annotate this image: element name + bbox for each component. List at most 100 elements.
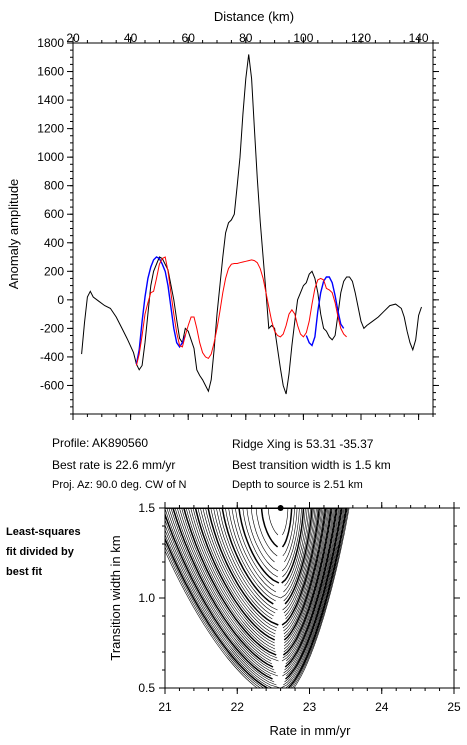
contour-note: Least-squares fit divided by best fit (6, 522, 81, 582)
series-line-observed (81, 54, 422, 395)
contour-line (165, 508, 349, 688)
contour-line (210, 508, 319, 620)
top-y-tick-label: 1400 (37, 93, 64, 107)
bottom-x-tick-label: 24 (375, 700, 389, 714)
contour-line (197, 508, 325, 638)
bottom-plot-frame (164, 507, 455, 689)
bottom-y-tick-label: 1.5 (138, 501, 155, 515)
top-x-tick-label: 140 (409, 31, 429, 45)
contour-line (170, 508, 339, 671)
series-line-blue-fit (305, 276, 345, 347)
top-x-tick-label: 100 (293, 31, 313, 45)
bottom-x-tick-label: 25 (447, 700, 461, 714)
bottom-x-tick-label: 22 (231, 700, 245, 714)
contour-line (165, 508, 343, 683)
top-x-tick-label: 80 (239, 31, 253, 45)
bottom-y-axis-title: Transition width in km (108, 535, 123, 660)
bottom-x-axis-title: Rate in mm/yr (270, 723, 352, 738)
top-x-tick-label: 60 (182, 31, 196, 45)
contour-line (238, 508, 305, 584)
contour-line (165, 508, 342, 677)
profile-label: Profile: AK890560 (52, 436, 149, 450)
contour-line (213, 508, 317, 617)
contour-note-line-2: fit divided by (6, 546, 74, 558)
top-y-axis-title: Anomaly amplitude (6, 179, 21, 290)
top-series-layer (81, 54, 422, 395)
contour-line (231, 508, 308, 593)
contour-line (183, 508, 333, 656)
contour-line (246, 508, 300, 572)
misfit-contour-plot: 21 22 23 24 25 0.5 1.0 1.5 Rate in mm/yr Transi… (108, 501, 461, 738)
contour-line (228, 508, 310, 599)
top-y-tick-label: 200 (44, 264, 64, 278)
contour-line (205, 508, 321, 629)
bottom-tick-layer: 21 22 23 24 25 0.5 1.0 1.5 (138, 501, 461, 714)
contour-line (166, 508, 341, 677)
bottom-x-tick-label: 23 (303, 700, 317, 714)
contour-line (165, 508, 348, 688)
top-y-tick-label: 800 (44, 179, 64, 193)
contour-line (190, 508, 329, 647)
contour-line (242, 508, 302, 578)
contour-line (188, 508, 330, 650)
contour-line (179, 508, 334, 662)
top-y-tick-label: -200 (40, 321, 64, 335)
contour-line (250, 508, 298, 563)
top-y-tick-label: 1800 (37, 36, 64, 50)
contour-line (194, 508, 327, 641)
contour-line (165, 508, 343, 680)
best-rate-label: Best rate is 22.6 mm/yr (52, 458, 176, 472)
contour-line (235, 508, 306, 587)
best-transition-width-label: Best transition width is 1.5 km (232, 458, 391, 472)
top-y-tick-label: 600 (44, 207, 64, 221)
projection-azimuth-label: Proj. Az: 90.0 deg. CW of N (52, 479, 187, 491)
contour-line (172, 508, 338, 668)
top-y-tick-label: 1000 (37, 150, 64, 164)
depth-to-source-label: Depth to source is 2.51 km (232, 479, 363, 491)
contour-line (165, 508, 345, 688)
contour-line (221, 508, 313, 605)
contour-line (216, 508, 316, 614)
ridge-crossing-label: Ridge Xing is 53.31 -35.37 (232, 437, 374, 451)
top-x-tick-label: 120 (351, 31, 371, 45)
contour-note-line-3: best fit (6, 566, 43, 578)
top-x-tick-label: 40 (124, 31, 138, 45)
top-y-tick-label: -400 (40, 350, 64, 364)
top-x-axis-title: Distance (km) (214, 9, 294, 24)
contour-line (202, 508, 323, 632)
contour-line (255, 508, 295, 557)
contour-line (225, 508, 311, 602)
contour-line (165, 508, 350, 688)
contour-line (185, 508, 331, 653)
contour-note-line-1: Least-squares (6, 526, 81, 538)
bottom-y-tick-label: 1.0 (138, 591, 155, 605)
top-x-tick-label: 20 (66, 31, 80, 45)
contour-line (168, 508, 340, 674)
series-line-red-model (135, 256, 347, 366)
series-line-blue-fit (135, 256, 186, 365)
bottom-x-tick-label: 21 (158, 700, 172, 714)
top-y-tick-label: 1200 (37, 122, 64, 136)
top-y-tick-label: 1600 (37, 65, 64, 79)
top-y-tick-label: -600 (40, 378, 64, 392)
contour-line (174, 508, 336, 665)
top-y-tick-label: 0 (57, 293, 64, 307)
contour-line (267, 508, 289, 536)
contour-line (200, 508, 324, 635)
contour-line (192, 508, 328, 644)
top-plot-frame (72, 42, 434, 415)
contour-line (181, 508, 333, 659)
contour-line (165, 508, 346, 688)
contour-line (218, 508, 314, 611)
top-y-tick-label: 400 (44, 236, 64, 250)
contour-line (165, 508, 348, 688)
contour-layer (165, 505, 350, 688)
top-tick-layer: 20 40 60 80 100 120 140 -600 -400 -200 0 200 400 600 8… (37, 31, 439, 420)
contour-line (260, 508, 293, 548)
contour-line (165, 508, 344, 686)
anomaly-plot: Distance (km) Anomaly amplitude 20 40 60 80… (6, 9, 439, 420)
contour-line (176, 508, 335, 662)
contour-line (207, 508, 321, 626)
bottom-y-tick-label: 0.5 (138, 681, 155, 695)
